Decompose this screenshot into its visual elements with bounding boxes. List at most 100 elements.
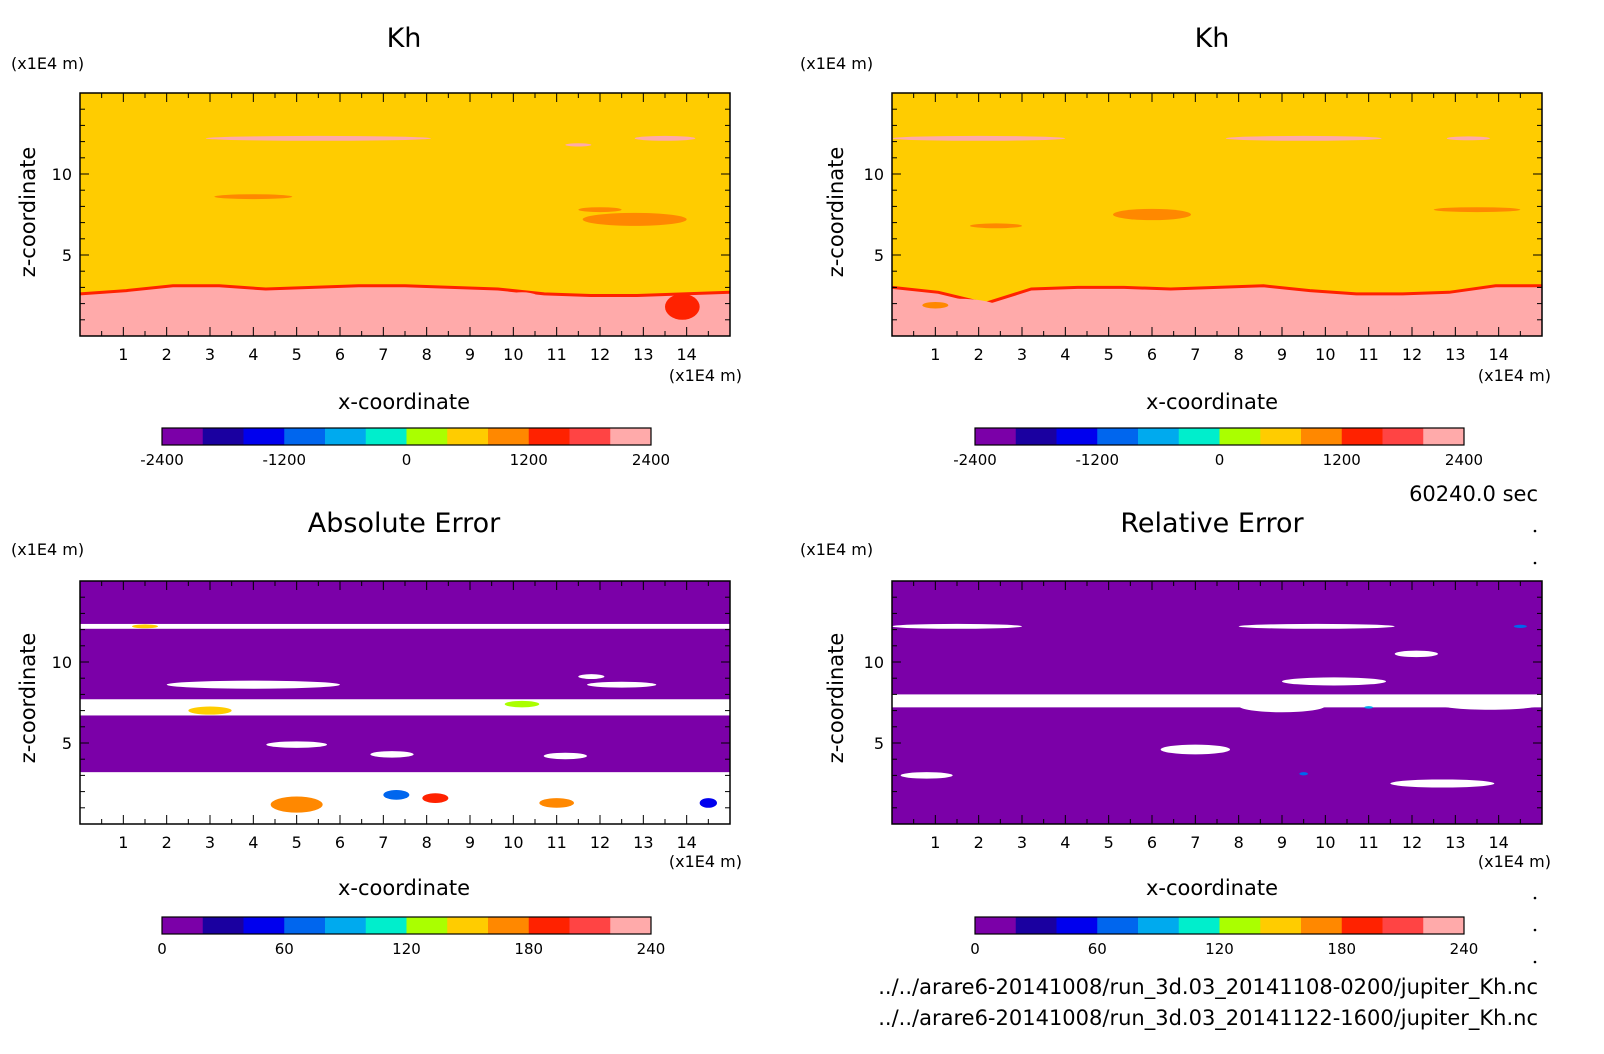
colorbar-frame bbox=[161, 916, 652, 935]
x-tick-label: 13 bbox=[633, 345, 653, 364]
x-tick-label: 12 bbox=[1402, 345, 1422, 364]
y-axis-label: z-coordinate bbox=[16, 633, 40, 764]
colorbar-tick-label: 60 bbox=[1088, 940, 1107, 958]
field-region bbox=[699, 798, 717, 808]
colorbar-swatch bbox=[1056, 917, 1098, 934]
time-label: 60240.0 sec bbox=[1409, 482, 1538, 506]
colorbar-swatch bbox=[1382, 917, 1424, 934]
field-region bbox=[1160, 744, 1231, 755]
colorbar-swatch bbox=[162, 428, 204, 445]
x-tick-label: 14 bbox=[676, 345, 696, 364]
field-region bbox=[132, 624, 158, 629]
field-region bbox=[270, 796, 323, 813]
x-tick-label: 1 bbox=[930, 345, 940, 364]
x-tick-label: 3 bbox=[1017, 833, 1027, 852]
field-region bbox=[970, 223, 1022, 229]
x-axis-label: x-coordinate bbox=[338, 390, 470, 414]
colorbar: 0 60 120 180 240 bbox=[157, 916, 665, 958]
x-tick-label: 5 bbox=[292, 345, 302, 364]
colorbar-tick-label: 120 bbox=[392, 940, 421, 958]
x-tick-label: 9 bbox=[1277, 833, 1287, 852]
colorbar-tick-label: -2400 bbox=[953, 451, 997, 469]
colorbar-swatch bbox=[1097, 428, 1139, 445]
colorbar-swatch bbox=[1178, 428, 1220, 445]
colorbar-swatch bbox=[569, 428, 611, 445]
field-region bbox=[892, 135, 1066, 141]
y-axis-label: z-coordinate bbox=[16, 147, 40, 278]
colorbar-swatch bbox=[488, 428, 530, 445]
colorbar-swatch bbox=[528, 428, 570, 445]
y-axis-label: z-coordinate bbox=[824, 147, 848, 278]
x-tick-label: 10 bbox=[503, 345, 523, 364]
x-tick-label: 12 bbox=[590, 833, 610, 852]
field-region bbox=[1056, 303, 1161, 327]
colorbar-swatch bbox=[325, 917, 367, 934]
x-tick-label: 9 bbox=[465, 833, 475, 852]
heatmap-plot bbox=[892, 93, 1542, 336]
x-unit-label: (x1E4 m) bbox=[669, 852, 742, 871]
colorbar-swatch bbox=[202, 917, 244, 934]
file-path-2: ../../arare6-20141008/run_3d.03_20141122… bbox=[878, 1006, 1538, 1031]
colorbar-swatch bbox=[1260, 428, 1302, 445]
x-tick-label: 5 bbox=[1104, 345, 1114, 364]
field-region bbox=[370, 751, 414, 758]
colorbar-swatch bbox=[1423, 428, 1465, 445]
x-unit-label: (x1E4 m) bbox=[669, 366, 742, 385]
field-region bbox=[582, 212, 687, 226]
x-tick-label: 7 bbox=[1190, 345, 1200, 364]
field-region bbox=[1238, 623, 1395, 629]
field-region bbox=[1225, 135, 1382, 141]
colorbar-frame bbox=[974, 916, 1465, 935]
x-unit-label: (x1E4 m) bbox=[1478, 366, 1551, 385]
x-tick-label: 2 bbox=[974, 345, 984, 364]
x-tick-label: 12 bbox=[1402, 833, 1422, 852]
x-tick-label: 8 bbox=[422, 833, 432, 852]
x-tick-label: 4 bbox=[248, 833, 258, 852]
colorbar-tick-label: -1200 bbox=[1075, 451, 1119, 469]
x-tick-label: 4 bbox=[1060, 833, 1070, 852]
field-region bbox=[1446, 136, 1491, 141]
field-region bbox=[913, 298, 1001, 319]
colorbar-swatch bbox=[447, 428, 489, 445]
colorbar-swatch bbox=[365, 428, 407, 445]
x-tick-label: 11 bbox=[1358, 833, 1378, 852]
x-tick-label: 8 bbox=[1234, 345, 1244, 364]
colorbar-tick-label: 120 bbox=[1205, 940, 1234, 958]
panel-title: Relative Error bbox=[1120, 508, 1304, 539]
out-of-range-band bbox=[80, 699, 730, 716]
x-tick-label: 14 bbox=[676, 833, 696, 852]
x-axis-label: x-coordinate bbox=[338, 876, 470, 900]
field-region bbox=[1113, 208, 1191, 221]
colorbar-swatch bbox=[1178, 917, 1220, 934]
field-region bbox=[578, 674, 605, 680]
field-layer bbox=[892, 93, 1542, 336]
colorbar-swatch bbox=[447, 917, 489, 934]
field-region bbox=[1438, 698, 1542, 710]
colorbar-tick-label: -1200 bbox=[262, 451, 306, 469]
lower-layer bbox=[892, 285, 1542, 336]
colorbar: -2400 -1200 0 1200 2400 bbox=[140, 427, 670, 469]
x-tick-label: 1 bbox=[118, 345, 128, 364]
colorbar-swatch bbox=[1015, 917, 1057, 934]
colorbar-swatch bbox=[610, 428, 652, 445]
colorbar-swatch bbox=[610, 917, 652, 934]
colorbar: 0 60 120 180 240 bbox=[970, 916, 1478, 958]
colorbar-swatch bbox=[406, 917, 448, 934]
x-unit-label: (x1E4 m) bbox=[1478, 852, 1551, 871]
x-tick-label: 5 bbox=[1104, 833, 1114, 852]
x-tick-label: 10 bbox=[1315, 345, 1335, 364]
colorbar-swatch bbox=[202, 428, 244, 445]
colorbar-tick-label: 0 bbox=[970, 940, 980, 958]
field-region bbox=[1325, 305, 1395, 315]
colorbar-tick-label: 0 bbox=[402, 451, 412, 469]
colorbar-swatch bbox=[1219, 428, 1261, 445]
field-region bbox=[1364, 706, 1373, 709]
x-tick-label: 1 bbox=[118, 833, 128, 852]
colorbar-swatch bbox=[325, 428, 367, 445]
x-tick-label: 7 bbox=[378, 345, 388, 364]
colorbar-swatch bbox=[365, 917, 407, 934]
colorbar-swatch bbox=[284, 428, 326, 445]
y-unit-label: (x1E4 m) bbox=[11, 54, 84, 73]
